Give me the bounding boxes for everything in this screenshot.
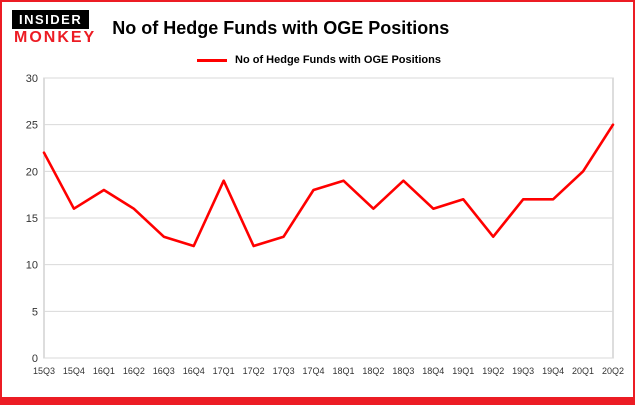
line-chart-container: 0 5 10 15 20 25 30 15Q3 15Q4 16Q1 16Q2 16Q3 16Q4 17Q1… [2, 68, 633, 393]
y-tick-label: 25 [26, 120, 38, 132]
x-tick-label: 16Q4 [183, 366, 205, 376]
x-tick-label: 16Q1 [93, 366, 115, 376]
insider-monkey-logo: INSIDER MONKEY [12, 10, 96, 46]
x-tick-label: 20Q1 [572, 366, 594, 376]
line-chart: 0 5 10 15 20 25 30 15Q3 15Q4 16Q1 16Q2 16Q3 16Q4 17Q1… [26, 73, 624, 376]
x-tick-label: 19Q4 [542, 366, 564, 376]
y-tick-label: 15 [26, 213, 38, 225]
series-line [42, 123, 615, 248]
x-tick-label: 16Q3 [153, 366, 175, 376]
x-tick-label: 17Q1 [213, 366, 235, 376]
x-tick-label: 17Q3 [273, 366, 295, 376]
x-tick-label: 15Q4 [63, 366, 85, 376]
y-tick-label: 10 [26, 260, 38, 272]
header: INSIDER MONKEY No of Hedge Funds with OG… [2, 2, 633, 48]
y-tick-label: 0 [32, 353, 38, 365]
x-tick-label: 17Q2 [243, 366, 265, 376]
legend-line-swatch [197, 58, 227, 62]
legend-label: No of Hedge Funds with OGE Positions [235, 54, 441, 66]
x-tick-label: 19Q2 [482, 366, 504, 376]
page-title: No of Hedge Funds with OGE Positions [112, 17, 450, 38]
x-tick-label: 18Q2 [362, 366, 384, 376]
x-tick-label: 18Q4 [422, 366, 444, 376]
x-tick-label: 19Q3 [512, 366, 534, 376]
x-tick-label: 18Q1 [332, 366, 354, 376]
logo-insider-text: INSIDER [12, 10, 90, 29]
x-tick-label: 20Q2 [602, 366, 624, 376]
chart-legend: No of Hedge Funds with OGE Positions [197, 54, 633, 66]
y-tick-label: 5 [32, 306, 38, 318]
x-tick-label: 17Q4 [303, 366, 325, 376]
x-tick-label: 18Q3 [392, 366, 414, 376]
logo-monkey-text: MONKEY [14, 29, 97, 46]
y-tick-label: 20 [26, 166, 38, 178]
y-tick-label: 30 [26, 73, 38, 85]
x-tick-label: 16Q2 [123, 366, 145, 376]
x-tick-label: 15Q3 [33, 366, 55, 376]
x-tick-label: 19Q1 [452, 366, 474, 376]
